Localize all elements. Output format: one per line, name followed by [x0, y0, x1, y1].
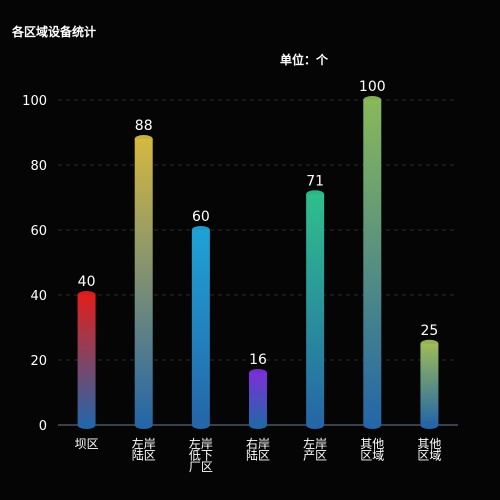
x-tick-label: 坝区	[75, 437, 99, 451]
chart-title: 各区域设备统计	[12, 25, 97, 39]
bar[interactable]	[306, 194, 325, 425]
data-label: 100	[359, 79, 386, 95]
bar-top-cap	[363, 96, 382, 104]
bar-base-cap	[363, 421, 382, 429]
bar[interactable]	[249, 373, 267, 425]
bar-base-cap	[420, 421, 439, 429]
y-tick-label: 60	[30, 224, 47, 239]
bars	[77, 96, 439, 429]
unit-label: 单位：个	[280, 53, 329, 67]
bar[interactable]	[134, 139, 153, 425]
data-label: 40	[78, 274, 96, 290]
y-tick-label: 40	[30, 289, 47, 304]
bar-base-cap	[77, 421, 96, 429]
bar-top-cap	[420, 339, 439, 348]
data-label: 25	[421, 323, 439, 339]
bar-top-cap	[249, 369, 267, 377]
data-labels: 40 88 60 16 71 100 25	[78, 79, 439, 368]
bar-top-cap	[191, 226, 210, 234]
data-label: 88	[135, 118, 153, 134]
data-label: 71	[306, 173, 324, 189]
x-tick-label: 右岸陆区	[246, 436, 270, 463]
y-tick-label: 100	[22, 94, 47, 109]
y-tick-label: 0	[39, 419, 47, 434]
bar-base-cap	[191, 421, 210, 429]
bar-base-cap	[306, 421, 325, 429]
y-axis-ticks: 0 20 40 60 80 100	[22, 94, 47, 434]
bar-top-cap	[306, 190, 325, 199]
x-tick-label: 其他区域	[417, 437, 441, 463]
bar[interactable]	[77, 295, 96, 425]
x-tick-label: 左岸低下厂区	[189, 436, 213, 474]
x-axis-ticks: 坝区 左岸陆区 左岸低下厂区 右岸陆区 左岸产区 其他区域 其他区域	[75, 436, 442, 474]
x-tick-label: 左岸产区	[303, 436, 327, 463]
y-tick-label: 20	[30, 354, 47, 369]
bar-top-cap	[77, 291, 96, 299]
x-tick-label: 其他区域	[360, 437, 384, 463]
x-tick-label: 左岸陆区	[132, 436, 156, 463]
bar-top-cap	[134, 135, 153, 143]
y-tick-label: 80	[30, 159, 47, 174]
bar-base-cap	[249, 421, 267, 429]
data-label: 60	[192, 209, 210, 225]
bar[interactable]	[191, 230, 210, 425]
bar[interactable]	[363, 100, 382, 425]
bar[interactable]	[420, 343, 439, 425]
grid-lines	[58, 99, 458, 361]
bar-base-cap	[134, 421, 153, 429]
data-label: 16	[249, 352, 267, 368]
